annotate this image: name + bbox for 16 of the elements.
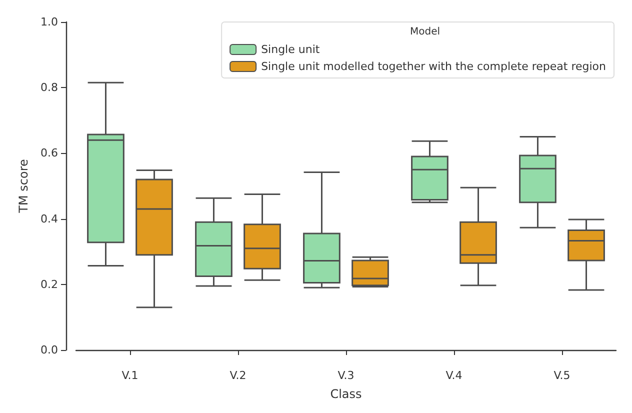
y-tick-label: 1.0 (40, 16, 58, 28)
x-tick-label: V.2 (230, 369, 246, 382)
y-axis-title: TM score (16, 159, 31, 214)
x-tick-label: V.5 (554, 369, 570, 382)
legend-label: Single unit (261, 43, 320, 56)
x-axis-title: Class (330, 387, 362, 401)
y-tick-label: 0.2 (40, 278, 58, 291)
legend-label: Single unit modelled together with the complete repeat region (261, 60, 606, 73)
x-tick-label: V.3 (338, 369, 354, 382)
y-tick-label: 0.8 (40, 81, 58, 94)
y-tick-label: 0.6 (40, 146, 58, 160)
y-tick-label: 0.0 (40, 344, 58, 356)
x-tick-label: V.4 (446, 369, 462, 382)
legend-title: Model (410, 26, 440, 38)
x-tick-label: V.1 (122, 369, 138, 382)
y-tick-label: 0.4 (40, 212, 58, 226)
